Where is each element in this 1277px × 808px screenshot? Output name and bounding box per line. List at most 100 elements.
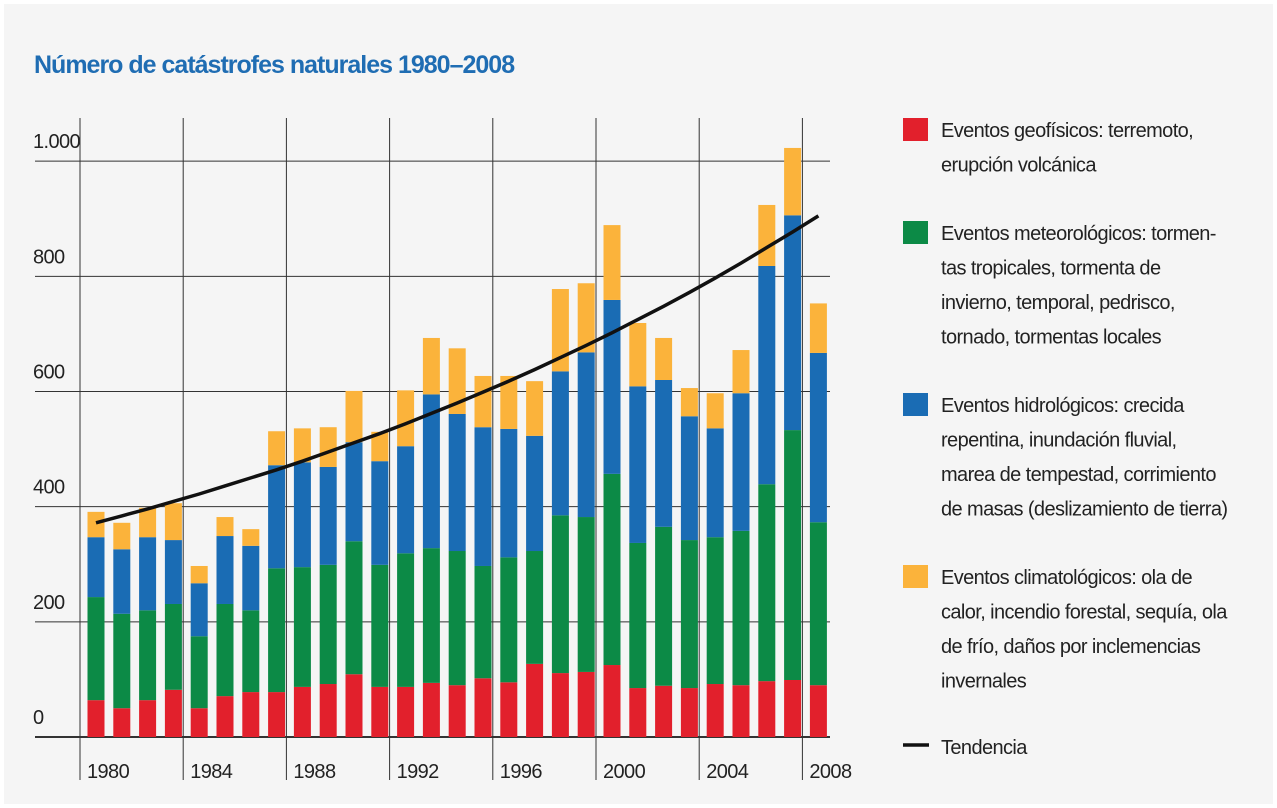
bar-segment xyxy=(603,299,621,474)
x-tick-label: 2004 xyxy=(706,761,749,783)
bar-segment xyxy=(526,381,544,436)
x-tick-label: 1980 xyxy=(87,761,130,783)
x-tick-label: 1992 xyxy=(397,761,440,783)
bar-segment xyxy=(397,553,415,687)
bar-segment xyxy=(397,446,415,554)
bar-segment xyxy=(809,685,827,737)
bar-segment xyxy=(345,674,363,737)
bar-segment xyxy=(293,567,311,687)
bar-segment xyxy=(268,431,286,466)
bar-segment xyxy=(319,427,337,467)
bar-segment xyxy=(139,700,157,737)
y-tick-label: 400 xyxy=(33,477,65,499)
legend-label: Eventos geofísicos: terremoto, erupción v… xyxy=(941,120,1193,177)
bar-segment xyxy=(500,375,518,429)
bar-segment xyxy=(655,337,673,380)
bar-segment xyxy=(680,688,698,737)
bar-segment xyxy=(680,416,698,541)
bar-segment xyxy=(139,537,157,611)
bar-segment xyxy=(500,428,518,558)
bar-segment xyxy=(706,537,724,685)
bar-segment xyxy=(629,688,647,737)
legend-label: Tendencia xyxy=(941,737,1028,759)
bar-segment xyxy=(784,679,802,737)
bar-segment xyxy=(216,603,234,697)
bar-segment xyxy=(474,565,492,679)
bar-segment xyxy=(732,685,750,737)
bar-segment xyxy=(758,204,776,266)
bar-segment xyxy=(474,375,492,428)
bar-segment xyxy=(629,542,647,689)
legend-swatch xyxy=(903,221,928,244)
bar-segment xyxy=(190,565,208,584)
bar-segment xyxy=(293,686,311,737)
legend-swatch xyxy=(903,118,928,141)
legend-swatch xyxy=(903,565,928,588)
bar-segment xyxy=(448,348,466,414)
bar-segment xyxy=(706,428,724,538)
bar-segment xyxy=(190,636,208,709)
bar-segment xyxy=(345,390,363,443)
bar-segment xyxy=(345,442,363,542)
bar-segment xyxy=(603,225,621,300)
bar-segment xyxy=(551,673,569,737)
legend-label: Eventos meteorológicos: tormen-tas tropi… xyxy=(941,223,1216,349)
x-tick-label: 1984 xyxy=(190,761,233,783)
bar-segment xyxy=(655,526,673,686)
bar-segment xyxy=(448,551,466,686)
bar-segment xyxy=(422,394,440,549)
y-tick-label: 1.000 xyxy=(33,131,81,153)
bar-segment xyxy=(293,428,311,463)
bar-segment xyxy=(551,515,569,674)
bar-segment xyxy=(242,610,260,693)
bar-segment xyxy=(113,708,131,737)
bar-segment xyxy=(809,522,827,686)
bar-segment xyxy=(629,386,647,543)
bar-segment xyxy=(655,379,673,527)
bar-segment xyxy=(113,522,131,550)
bar-segment xyxy=(345,541,363,675)
bar-segment xyxy=(190,708,208,737)
bar-segment xyxy=(139,507,157,538)
bar-segment xyxy=(216,696,234,737)
bar-segment xyxy=(216,536,234,604)
bar-segment xyxy=(706,684,724,737)
bar-segment xyxy=(164,540,182,604)
bar-segment xyxy=(526,435,544,552)
bar-segment xyxy=(577,352,595,518)
bar-segment xyxy=(397,390,415,447)
bar-segment xyxy=(448,413,466,552)
bar-segment xyxy=(474,678,492,737)
x-tick-label: 1996 xyxy=(500,761,543,783)
bar-segment xyxy=(319,466,337,565)
bar-segment xyxy=(113,613,131,709)
x-tick-label: 2008 xyxy=(809,761,852,783)
bar-segment xyxy=(603,665,621,737)
bar-segment xyxy=(87,597,105,701)
bar-segment xyxy=(397,686,415,737)
trend-line xyxy=(95,214,820,525)
bar-segment xyxy=(758,484,776,682)
bar-segment xyxy=(784,215,802,431)
y-tick-label: 200 xyxy=(33,592,65,614)
bar-segment xyxy=(319,564,337,685)
y-tick-label: 800 xyxy=(33,246,65,268)
bar-segment xyxy=(268,692,286,737)
bar-segment xyxy=(551,289,569,372)
bar-segment xyxy=(422,682,440,737)
bar-segment xyxy=(732,393,750,531)
bar-segment xyxy=(87,511,105,538)
bar-segment xyxy=(113,549,131,614)
bar-segment xyxy=(577,283,595,353)
bar-segment xyxy=(448,685,466,737)
bar-segment xyxy=(655,685,673,737)
bar-segment xyxy=(87,537,105,598)
bar-segment xyxy=(242,545,260,611)
bar-segment xyxy=(784,147,802,216)
bar-segment xyxy=(242,692,260,737)
chart-title: Número de catástrofes naturales 1980–200… xyxy=(34,51,515,79)
bar-segment xyxy=(371,564,389,687)
bar-segment xyxy=(371,431,389,462)
legend-label: Eventos hidrológicos: crecida repentina, … xyxy=(941,395,1227,521)
